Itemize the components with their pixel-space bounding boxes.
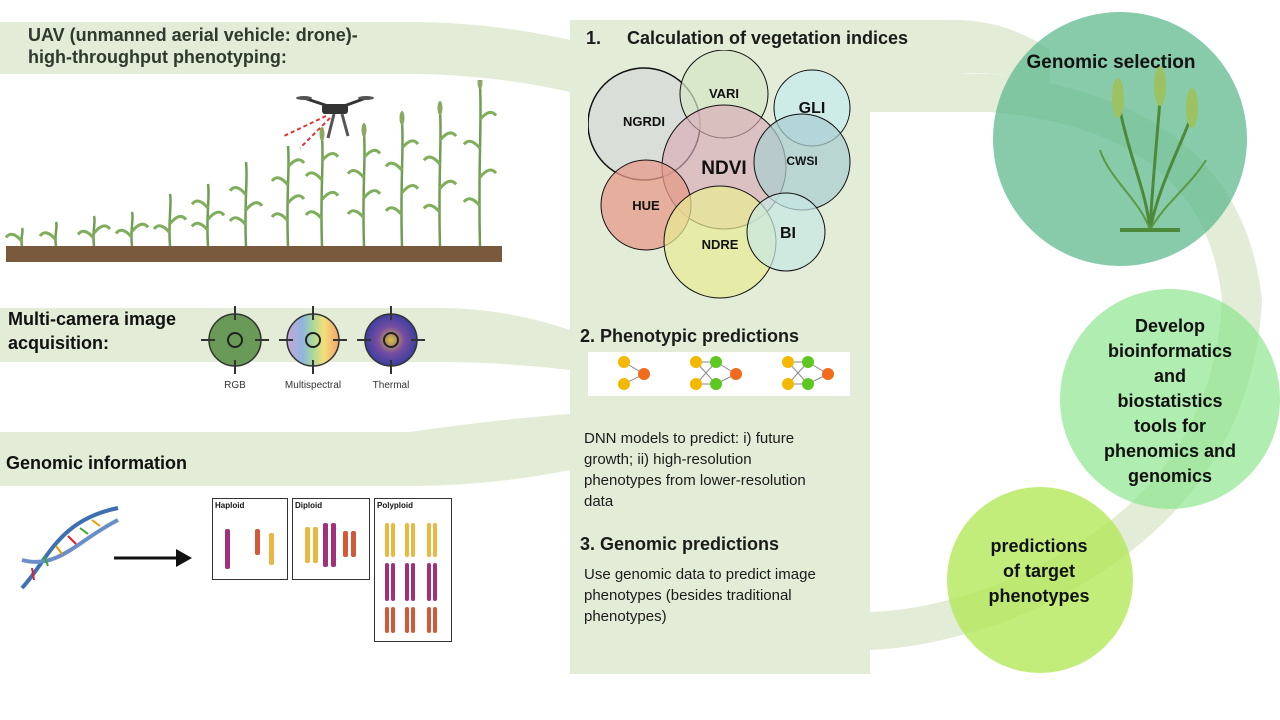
step1-title: Calculation of vegetation indices — [627, 28, 909, 48]
step3-desc-line2: phenotypes (besides traditional — [584, 587, 792, 604]
diploid-chromosomes — [305, 523, 356, 567]
polyploid-chromosomes — [385, 523, 437, 633]
genomic-selection-circle — [993, 12, 1247, 266]
develop-tools-circle — [1060, 289, 1280, 509]
develop-line2: bioinformatics — [1107, 341, 1232, 361]
develop-tools-label: Develop bioinformatics and biostatistics… — [1090, 314, 1250, 489]
step2-desc-line3: phenotypes from lower-resolution — [584, 472, 806, 489]
plant-shoot — [422, 101, 458, 247]
polyploid-panel: Polyploid — [374, 498, 452, 642]
plant-shoot — [228, 161, 264, 247]
diploid-label: Diploid — [295, 501, 323, 510]
camera-band-left — [0, 308, 190, 362]
plant-growth-illustration — [4, 80, 502, 262]
rgb-label: RGB — [224, 380, 246, 391]
gli-label: GLI — [798, 100, 826, 117]
thermal-lens-icon — [357, 306, 425, 374]
step3-title: 3. Genomic predictions — [580, 534, 780, 554]
plant-shoot — [152, 193, 188, 247]
network-models-illustration — [588, 352, 850, 396]
step2-desc-line4: data — [584, 493, 614, 510]
uav-band — [0, 22, 570, 92]
genomic-info-title: Genomic information — [6, 453, 188, 473]
predictions-line1: predictions — [990, 536, 1088, 556]
step1-number: 1. — [586, 28, 602, 48]
camera-title-line2: acquisition: — [8, 333, 110, 353]
multispectral-label: Multispectral — [284, 380, 342, 391]
plant-shoot — [4, 227, 24, 247]
vari-label: VARI — [708, 86, 740, 101]
plants-group — [4, 80, 498, 247]
ndre-label: NDRE — [701, 237, 739, 252]
plant-shoot — [114, 211, 150, 247]
plant-shoot — [462, 80, 498, 247]
plant-shoot — [76, 215, 112, 247]
step2-desc-line2: growth; ii) high-resolution — [584, 451, 752, 468]
arrow-right-icon — [114, 549, 192, 567]
predictions-line3: phenotypes — [988, 586, 1090, 606]
outcome-circles — [947, 12, 1280, 673]
step3-desc-line1: Use genomic data to predict image — [584, 566, 816, 583]
haploid-label: Haploid — [215, 501, 245, 510]
step2-title: 2. Phenotypic predictions — [580, 326, 800, 346]
wheat-icon — [1099, 66, 1207, 232]
hue-label: HUE — [632, 198, 660, 213]
plant-shoot — [270, 145, 306, 247]
uav-title-line2: high-throughput phenotyping: — [28, 47, 287, 67]
ndvi-label: NDVI — [701, 158, 747, 179]
haploid-chromosomes — [225, 529, 274, 569]
haploid-panel: Haploid — [212, 498, 288, 580]
develop-line1: Develop — [1134, 316, 1206, 336]
bi-label: BI — [780, 225, 796, 242]
multispectral-lens-icon — [279, 306, 347, 374]
drone-icon — [283, 96, 374, 149]
network-model-simple — [618, 356, 650, 390]
network-model-hidden-layer — [690, 356, 742, 390]
plant-shoot — [304, 127, 340, 247]
camera-views — [201, 306, 425, 374]
genomic-band — [0, 414, 570, 486]
develop-line7: genomics — [1127, 466, 1213, 486]
network-model-deep — [782, 356, 834, 390]
predictions-line2: of target — [1003, 561, 1075, 581]
uav-title-line1: UAV (unmanned aerial vehicle: drone)- — [28, 25, 358, 45]
plant-shoot — [346, 123, 382, 247]
genomic-selection-label: Genomic selection — [1026, 52, 1196, 73]
camera-title-line1: Multi-camera image — [8, 309, 177, 329]
plant-shoot — [384, 111, 420, 247]
predictions-label: predictions of target phenotypes — [968, 534, 1110, 609]
diploid-panel: Diploid — [292, 498, 370, 580]
predictions-circle — [947, 487, 1133, 673]
step2-description: DNN models to predict: i) future growth;… — [584, 428, 806, 512]
step3-desc-line3: phenotypes) — [584, 608, 667, 625]
develop-line3: and — [1153, 366, 1186, 386]
vegetation-index-venn — [588, 50, 851, 299]
rgb-lens-icon — [201, 306, 269, 374]
plant-shoot — [38, 221, 58, 247]
cwsi-label: CWSI — [786, 154, 818, 168]
bi-circle — [746, 192, 826, 272]
ngrdi-label: NGRDI — [623, 114, 665, 129]
step3-description: Use genomic data to predict image phenot… — [584, 564, 816, 627]
dna-helix-icon — [20, 506, 119, 590]
soil-strip — [6, 246, 502, 262]
develop-line6: phenomics and — [1103, 441, 1237, 461]
develop-line5: tools for — [1134, 416, 1206, 436]
top-arc — [870, 20, 1050, 90]
develop-line4: biostatistics — [1117, 391, 1223, 411]
plant-shoot — [190, 183, 226, 247]
polyploid-label: Polyploid — [377, 501, 413, 510]
step2-desc-line1: DNN models to predict: i) future — [584, 430, 795, 447]
thermal-label: Thermal — [372, 380, 410, 391]
